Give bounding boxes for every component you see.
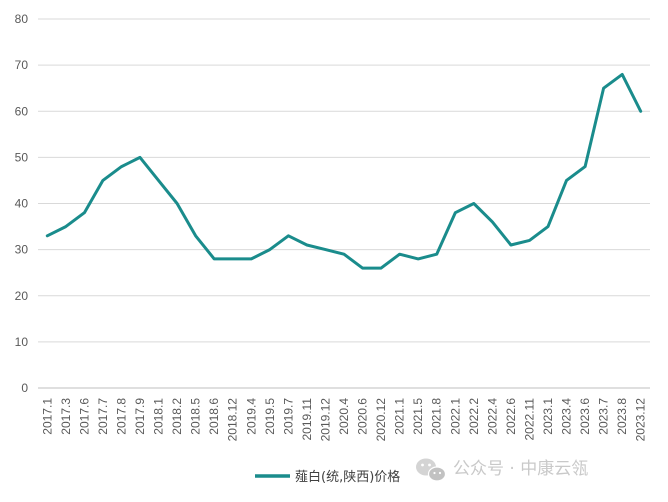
data-point (83, 211, 86, 214)
data-point (213, 257, 216, 260)
x-tick-label: 2017.7 (96, 398, 110, 435)
x-tick-label: 2022.1 (448, 398, 462, 435)
y-tick-label: 60 (15, 104, 29, 118)
data-point (120, 165, 123, 168)
x-tick-label: 2023.8 (615, 398, 629, 435)
series-layer (45, 72, 643, 270)
data-point (639, 110, 642, 113)
y-tick-label: 40 (15, 197, 29, 211)
data-point (250, 257, 253, 260)
wechat-icon (416, 458, 447, 482)
series-line (45, 72, 643, 270)
data-point (46, 234, 49, 237)
data-point (361, 267, 364, 270)
legend-label: 薤白(统,陕西)价格 (295, 469, 400, 485)
watermark: 公众号 · 中康云瓴 (416, 458, 588, 482)
x-tick-label: 2022.6 (504, 398, 518, 435)
x-tick-label: 2021.1 (393, 398, 407, 435)
x-tick-label: 2023.12 (634, 398, 648, 442)
x-tick-label: 2020.6 (356, 398, 370, 435)
data-point (435, 253, 438, 256)
x-tick-label: 2018.6 (207, 398, 221, 435)
x-tick-label: 2017.6 (77, 398, 91, 435)
data-point (231, 257, 234, 260)
data-point (324, 248, 327, 251)
x-tick-label: 2017.9 (133, 398, 147, 435)
x-tick-label: 2017.1 (40, 398, 54, 435)
x-tick-label: 2019.11 (300, 398, 314, 441)
y-tick-label: 70 (15, 58, 29, 72)
data-point (268, 248, 271, 251)
x-tick-label: 2023.4 (560, 398, 574, 435)
data-point (454, 211, 457, 214)
x-tick-label: 2017.3 (59, 398, 73, 435)
x-tick-label: 2022.11 (522, 398, 536, 441)
data-point (139, 156, 142, 159)
x-tick-label: 2020.4 (337, 398, 351, 435)
y-tick-label: 10 (15, 335, 29, 349)
data-point (343, 253, 346, 256)
x-tick-label: 2021.8 (430, 398, 444, 435)
x-tick-label: 2022.2 (467, 398, 481, 435)
x-tick-label: 2019.5 (263, 398, 277, 435)
y-tick-label: 20 (15, 289, 29, 303)
data-point (157, 179, 160, 182)
data-point (101, 179, 104, 182)
data-point (584, 165, 587, 168)
data-point (621, 73, 624, 76)
y-tick-label: 30 (15, 243, 29, 257)
data-point (472, 202, 475, 205)
x-tick-label: 2023.7 (597, 398, 611, 435)
data-point (305, 244, 308, 247)
data-point (194, 234, 197, 237)
x-tick-label: 2022.4 (485, 398, 499, 435)
data-point (64, 225, 67, 228)
y-tick-label: 80 (15, 12, 29, 26)
y-axis-ticks: 0 10 20 30 40 50 60 70 80 (15, 12, 29, 395)
x-tick-label: 2023.6 (578, 398, 592, 435)
x-tick-label: 2018.12 (226, 398, 240, 442)
data-point (398, 253, 401, 256)
x-tick-label: 2018.2 (170, 398, 184, 435)
data-point (287, 234, 290, 237)
data-point (509, 244, 512, 247)
data-point (547, 225, 550, 228)
x-tick-label: 2018.5 (189, 398, 203, 435)
y-tick-label: 0 (21, 381, 28, 395)
data-point (602, 87, 605, 90)
data-point (528, 239, 531, 242)
data-point (417, 257, 420, 260)
x-tick-label: 2018.1 (152, 398, 166, 435)
x-tick-label: 2021.5 (411, 398, 425, 435)
x-axis-ticks: 2017.1 2017.3 2017.6 2017.7 2017.8 2017.9 2018… (40, 398, 647, 442)
x-tick-label: 2019.7 (281, 398, 295, 435)
data-point (176, 202, 179, 205)
x-tick-label: 2019.4 (244, 398, 258, 435)
y-tick-label: 50 (15, 150, 29, 164)
x-tick-label: 2020.12 (374, 398, 388, 442)
data-point (380, 267, 383, 270)
legend: 薤白(统,陕西)价格 (255, 469, 400, 485)
data-point (565, 179, 568, 182)
x-tick-label: 2019.12 (318, 398, 332, 442)
watermark-text: 公众号 · 中康云瓴 (453, 459, 588, 479)
data-point (491, 220, 494, 223)
x-tick-label: 2023.1 (541, 398, 555, 435)
x-tick-label: 2017.8 (114, 398, 128, 435)
